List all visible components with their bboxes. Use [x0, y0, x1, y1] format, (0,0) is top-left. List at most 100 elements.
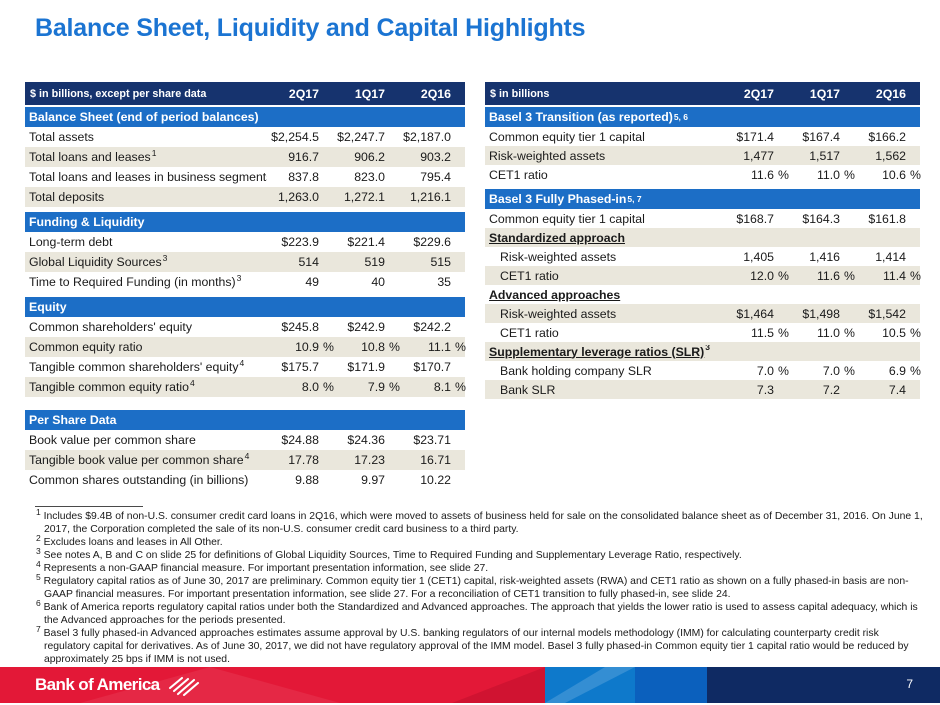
footnote: 5 Regulatory capital ratios as of June 3…	[36, 571, 909, 600]
footer-band: Bank of America 7	[0, 667, 940, 703]
row-label: Time to Required Funding (in months)3	[25, 275, 267, 289]
cell-value: $223.9	[281, 235, 319, 249]
column-header: 2Q17	[288, 86, 319, 101]
cell-value: $168.7	[736, 211, 774, 226]
row-label-text: Common shares outstanding (in billions)	[29, 473, 249, 487]
footer-mid-blue-segment	[635, 667, 707, 703]
cell-percent: %	[910, 325, 921, 340]
cell-percent: %	[778, 268, 789, 283]
row-label-text: Common shareholders' equity	[29, 320, 192, 334]
table-row: Global Liquidity Sources3 514 519 515	[25, 252, 465, 272]
footnote-marker: 1	[151, 150, 157, 158]
section-header-row: Balance Sheet (end of period balances)	[25, 107, 465, 127]
cell-value: 49	[305, 275, 319, 289]
row-label: CET1 ratio	[485, 269, 722, 283]
table-row: Common shareholders' equity $245.8 $242.9 $…	[25, 317, 465, 337]
footer-navy-segment	[707, 667, 940, 703]
row-label: Book value per common share	[25, 433, 267, 447]
cell-value: 916.7	[288, 150, 319, 164]
cell-value: $166.2	[868, 129, 906, 144]
row-label-text: Long-term debt	[29, 235, 113, 249]
cell-value: $167.4	[802, 129, 840, 144]
cell-value: 7.4	[888, 382, 906, 397]
cell-percent: %	[389, 380, 400, 394]
cell-value: $164.3	[802, 211, 840, 226]
footnote-marker: 3	[162, 255, 168, 263]
row-label: Risk-weighted assets	[485, 307, 722, 321]
cell-value: 35	[437, 275, 451, 289]
unit-label: $ in billions	[490, 87, 550, 100]
cell-value: $1,464	[736, 306, 774, 321]
row-label: Total deposits	[25, 190, 267, 204]
table-row: Total deposits 1,263.0 1,272.1 1,216.1	[25, 187, 465, 207]
footnote-marker: 3	[705, 344, 710, 353]
row-label-text: Total loans and leases	[29, 150, 151, 164]
row-label-text: Risk-weighted assets	[500, 306, 617, 321]
footnote-marker: 3	[236, 275, 242, 283]
column-header-row: $ in billions 2Q17 1Q17 2Q16	[485, 82, 920, 105]
cell-value: 1,405	[743, 249, 774, 264]
row-label: Bank SLR	[485, 383, 722, 397]
row-label-text: Common equity tier 1 capital	[489, 129, 645, 144]
table-row: CET1 ratio 11.6% 11.0% 10.6%	[485, 165, 921, 184]
footnote-number: 3	[36, 545, 41, 556]
row-label-text: Advanced approaches	[489, 287, 621, 302]
row-label: Total loans and leases in business segme…	[25, 170, 267, 184]
cell-value: 903.2	[420, 150, 451, 164]
footnote-number: 4	[36, 558, 41, 569]
section-header-row: Funding & Liquidity	[25, 212, 465, 232]
row-label: Advanced approaches	[485, 288, 722, 302]
row-label: Risk-weighted assets	[485, 250, 722, 264]
cell-value: 7.3	[756, 382, 774, 397]
cell-percent: %	[778, 167, 789, 182]
footnote-marker: 4	[244, 453, 250, 461]
column-header: 2Q16	[420, 86, 451, 101]
table-row: Total loans and leases1 916.7 906.2 903.2	[25, 147, 465, 167]
cell-value: 11.0	[816, 167, 840, 182]
cell-value: $229.6	[413, 235, 451, 249]
table-row: Total assets $2,254.5 $2,247.7 $2,187.0	[25, 127, 465, 147]
table-row: Common equity ratio 10.9% 10.8% 11.1%	[25, 337, 466, 357]
table-row: Risk-weighted assets $1,464 $1,498 $1,542	[485, 304, 920, 323]
footnote-number: 5	[36, 571, 41, 582]
cell-value: 1,477	[743, 148, 774, 163]
cell-percent: %	[323, 380, 334, 394]
footer-light-blue-segment	[545, 667, 635, 703]
row-label-text: Per Share Data	[29, 413, 117, 427]
cell-percent: %	[844, 325, 855, 340]
cell-value: 1,216.1	[409, 190, 451, 204]
cell-percent: %	[455, 340, 466, 354]
bofa-flag-icon	[167, 674, 201, 696]
cell-value: 17.23	[354, 453, 385, 467]
cell-value: $161.8	[868, 211, 906, 226]
footnote: 6 Bank of America reports regulatory cap…	[36, 597, 918, 626]
column-header: 2Q16	[875, 86, 906, 101]
cell-value: $1,498	[802, 306, 840, 321]
row-label-text: Basel 3 Fully Phased-in	[489, 192, 627, 206]
row-label-text: Total assets	[29, 130, 94, 144]
footnote: 7 Basel 3 fully phased-in Advanced appro…	[36, 623, 909, 665]
row-label-text: Total loans and leases in business segme…	[29, 170, 267, 184]
cell-value: 515	[430, 255, 451, 269]
cell-percent: %	[778, 325, 789, 340]
cell-value: 837.8	[288, 170, 319, 184]
cell-percent: %	[389, 340, 400, 354]
capital-table: $ in billions 2Q17 1Q17 2Q16 Basel 3 Transit…	[485, 82, 921, 399]
cell-value: 10.8	[361, 340, 385, 354]
cell-percent: %	[323, 340, 334, 354]
row-label: CET1 ratio	[485, 168, 722, 182]
row-label-text: CET1 ratio	[500, 268, 559, 283]
cell-value: 1,414	[875, 249, 906, 264]
row-label-text: Equity	[29, 300, 67, 314]
footnote-number: 2	[36, 532, 41, 543]
footnote-separator	[35, 506, 143, 507]
cell-value: 7.2	[822, 382, 840, 397]
footnote: 4 Represents a non-GAAP financial measur…	[36, 558, 489, 574]
section-header-row: Basel 3 Fully Phased-in 5, 7	[485, 189, 920, 209]
page-title: Balance Sheet, Liquidity and Capital Hig…	[35, 14, 586, 42]
cell-value: 10.22	[420, 473, 451, 487]
row-label: Global Liquidity Sources3	[25, 255, 267, 269]
table-row: Tangible common shareholders' equity4 $17…	[25, 357, 465, 377]
cell-percent: %	[910, 167, 921, 182]
